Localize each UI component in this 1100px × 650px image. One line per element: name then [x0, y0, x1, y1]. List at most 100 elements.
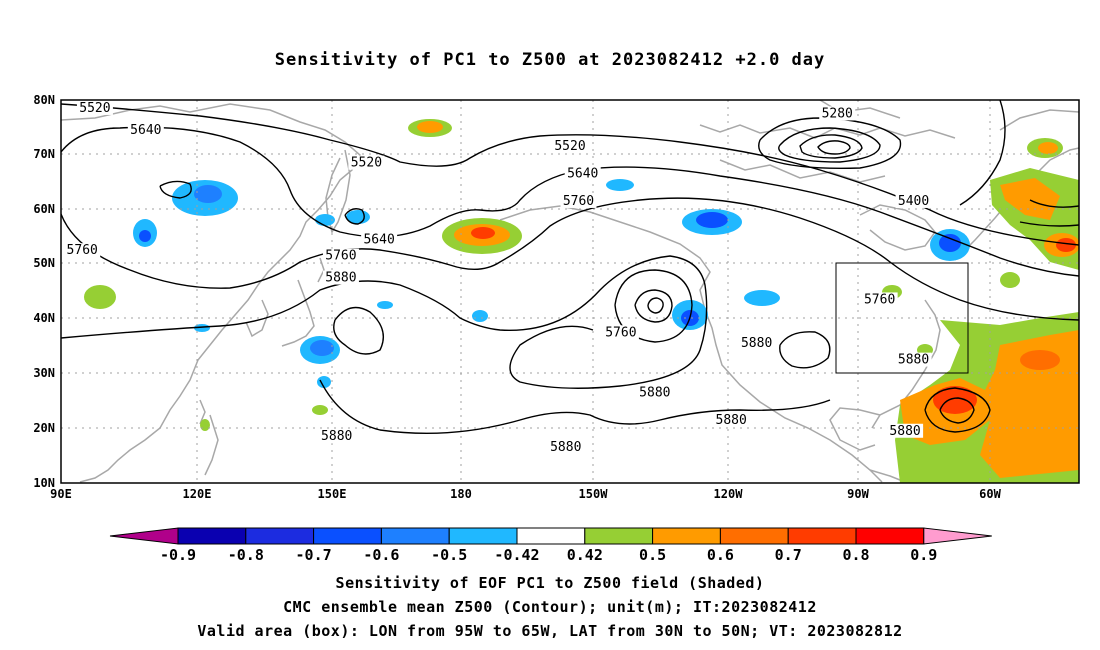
contour-label: 5760 — [325, 249, 356, 264]
contour-label: 5880 — [898, 353, 929, 368]
contour-5280-inner — [799, 134, 863, 159]
kamchatka-coast — [325, 149, 351, 234]
shade-negative — [744, 290, 780, 306]
contour-low-asia — [159, 180, 192, 199]
map-title: Sensitivity of PC1 to Z500 at 2023082412… — [274, 50, 826, 70]
contour-label: 5760 — [563, 194, 594, 209]
colorbar-swatch — [448, 527, 518, 545]
colorbar-label: 0.6 — [707, 546, 734, 564]
shade-negative — [139, 230, 151, 242]
sensitivity-shading — [84, 119, 1079, 483]
colorbar-label: 0.5 — [639, 546, 666, 564]
shade-negative — [939, 234, 961, 252]
contour-5760 — [61, 197, 1079, 321]
lat-label: 30N — [33, 366, 55, 380]
contour-label-bg — [127, 122, 164, 137]
colorbar-label: -0.9 — [160, 546, 196, 564]
contour-closed-pacific — [333, 306, 384, 355]
colorbar-swatch — [584, 527, 654, 545]
contour-5640 — [61, 126, 1079, 277]
contour-label-bg — [348, 155, 385, 170]
valid-area-box — [835, 262, 969, 374]
contour-label: 5880 — [889, 424, 920, 439]
shade-positive — [1000, 178, 1060, 220]
contour-label: 5280 — [822, 106, 853, 121]
colorbar-swatch — [245, 527, 315, 545]
contour-5280-mid — [778, 127, 881, 163]
east-coast-na — [871, 299, 941, 429]
contour-label-bg — [895, 193, 932, 208]
caption-shading: Sensitivity of EOF PC1 to Z500 field (Sh… — [335, 574, 765, 592]
contour-high-us — [779, 331, 831, 369]
gulf-of-mexico — [829, 407, 881, 451]
shade-negative — [317, 376, 331, 388]
contour-label: 5760 — [67, 243, 98, 258]
shade-positive — [1038, 142, 1058, 154]
contour-label-bg — [560, 193, 597, 208]
contour-5880 — [61, 255, 708, 389]
shade-negative — [472, 310, 488, 322]
asia-coast — [61, 103, 361, 483]
shade-negative — [696, 212, 728, 228]
colorbar: -0.9 -0.8 -0.7 -0.6 -0.5 -0.42 0.42 0.5 0.6 0.7 0.… — [109, 527, 992, 564]
shade-positive — [933, 386, 977, 414]
lat-axis: 80N 70N 60N 50N 40N 30N 20N 10N — [33, 93, 55, 490]
contour-label-bg — [76, 100, 113, 115]
contour-label: 5520 — [554, 139, 585, 154]
colorbar-label: -0.5 — [431, 546, 467, 564]
contour-label: 5880 — [550, 440, 581, 455]
contour-5280-outer — [758, 117, 902, 170]
lat-label: 60N — [33, 202, 55, 216]
shade-positive — [312, 405, 328, 415]
shade-negative — [310, 340, 334, 356]
lon-label: 120W — [714, 487, 744, 501]
lon-label: 90W — [847, 487, 869, 501]
lon-label: 150W — [579, 487, 609, 501]
caption-contour: CMC ensemble mean Z500 (Contour); unit(m… — [283, 598, 817, 616]
contour-label-bg — [322, 270, 359, 285]
colorbar-label: -0.6 — [363, 546, 399, 564]
shade-negative — [377, 301, 393, 309]
contour-label-bg — [887, 423, 924, 438]
contour-low-gulf-inner — [634, 289, 673, 323]
contour-low-small — [344, 208, 365, 225]
contour-label-bg — [636, 385, 673, 400]
contour-label-bg — [895, 352, 932, 367]
shade-positive — [84, 285, 116, 309]
coastlines — [61, 100, 1079, 483]
lon-label: 90E — [50, 487, 72, 501]
caption-valid-area: Valid area (box): LON from 95W to 65W, L… — [197, 622, 903, 640]
shade-negative — [606, 179, 634, 191]
colorbar-label: -0.7 — [296, 546, 332, 564]
contour-label: 5760 — [605, 325, 636, 340]
contour-label: 5880 — [716, 413, 747, 428]
lat-label: 50N — [33, 256, 55, 270]
taiwan-coast — [199, 399, 206, 425]
contour-label: 5880 — [325, 271, 356, 286]
colorbar-swatch — [313, 527, 382, 545]
colorbar-swatch — [380, 527, 450, 545]
contour-5880-south — [319, 379, 831, 435]
contour-label-bg — [602, 325, 639, 340]
shade-positive — [471, 227, 495, 239]
contour-5280-core — [817, 140, 851, 155]
contour-label-bg — [64, 243, 101, 258]
contour-label-bg — [564, 166, 601, 181]
lon-label: 120E — [183, 487, 212, 501]
shade-positive — [1020, 350, 1060, 370]
contour-atlantic-closed — [924, 387, 991, 433]
colorbar-label: -0.8 — [228, 546, 264, 564]
shade-positive — [1000, 272, 1020, 288]
colorbar-swatch — [177, 527, 247, 545]
lon-label: 180 — [450, 487, 472, 501]
contour-label: 5880 — [741, 336, 772, 351]
lat-label: 40N — [33, 311, 55, 325]
shade-positive — [200, 419, 210, 431]
lon-label: 60W — [979, 487, 1001, 501]
lon-label: 150E — [318, 487, 347, 501]
contour-label: 5520 — [79, 101, 110, 116]
lat-label: 20N — [33, 421, 55, 435]
contour-label: 5760 — [864, 292, 895, 307]
shade-negative — [194, 324, 210, 332]
